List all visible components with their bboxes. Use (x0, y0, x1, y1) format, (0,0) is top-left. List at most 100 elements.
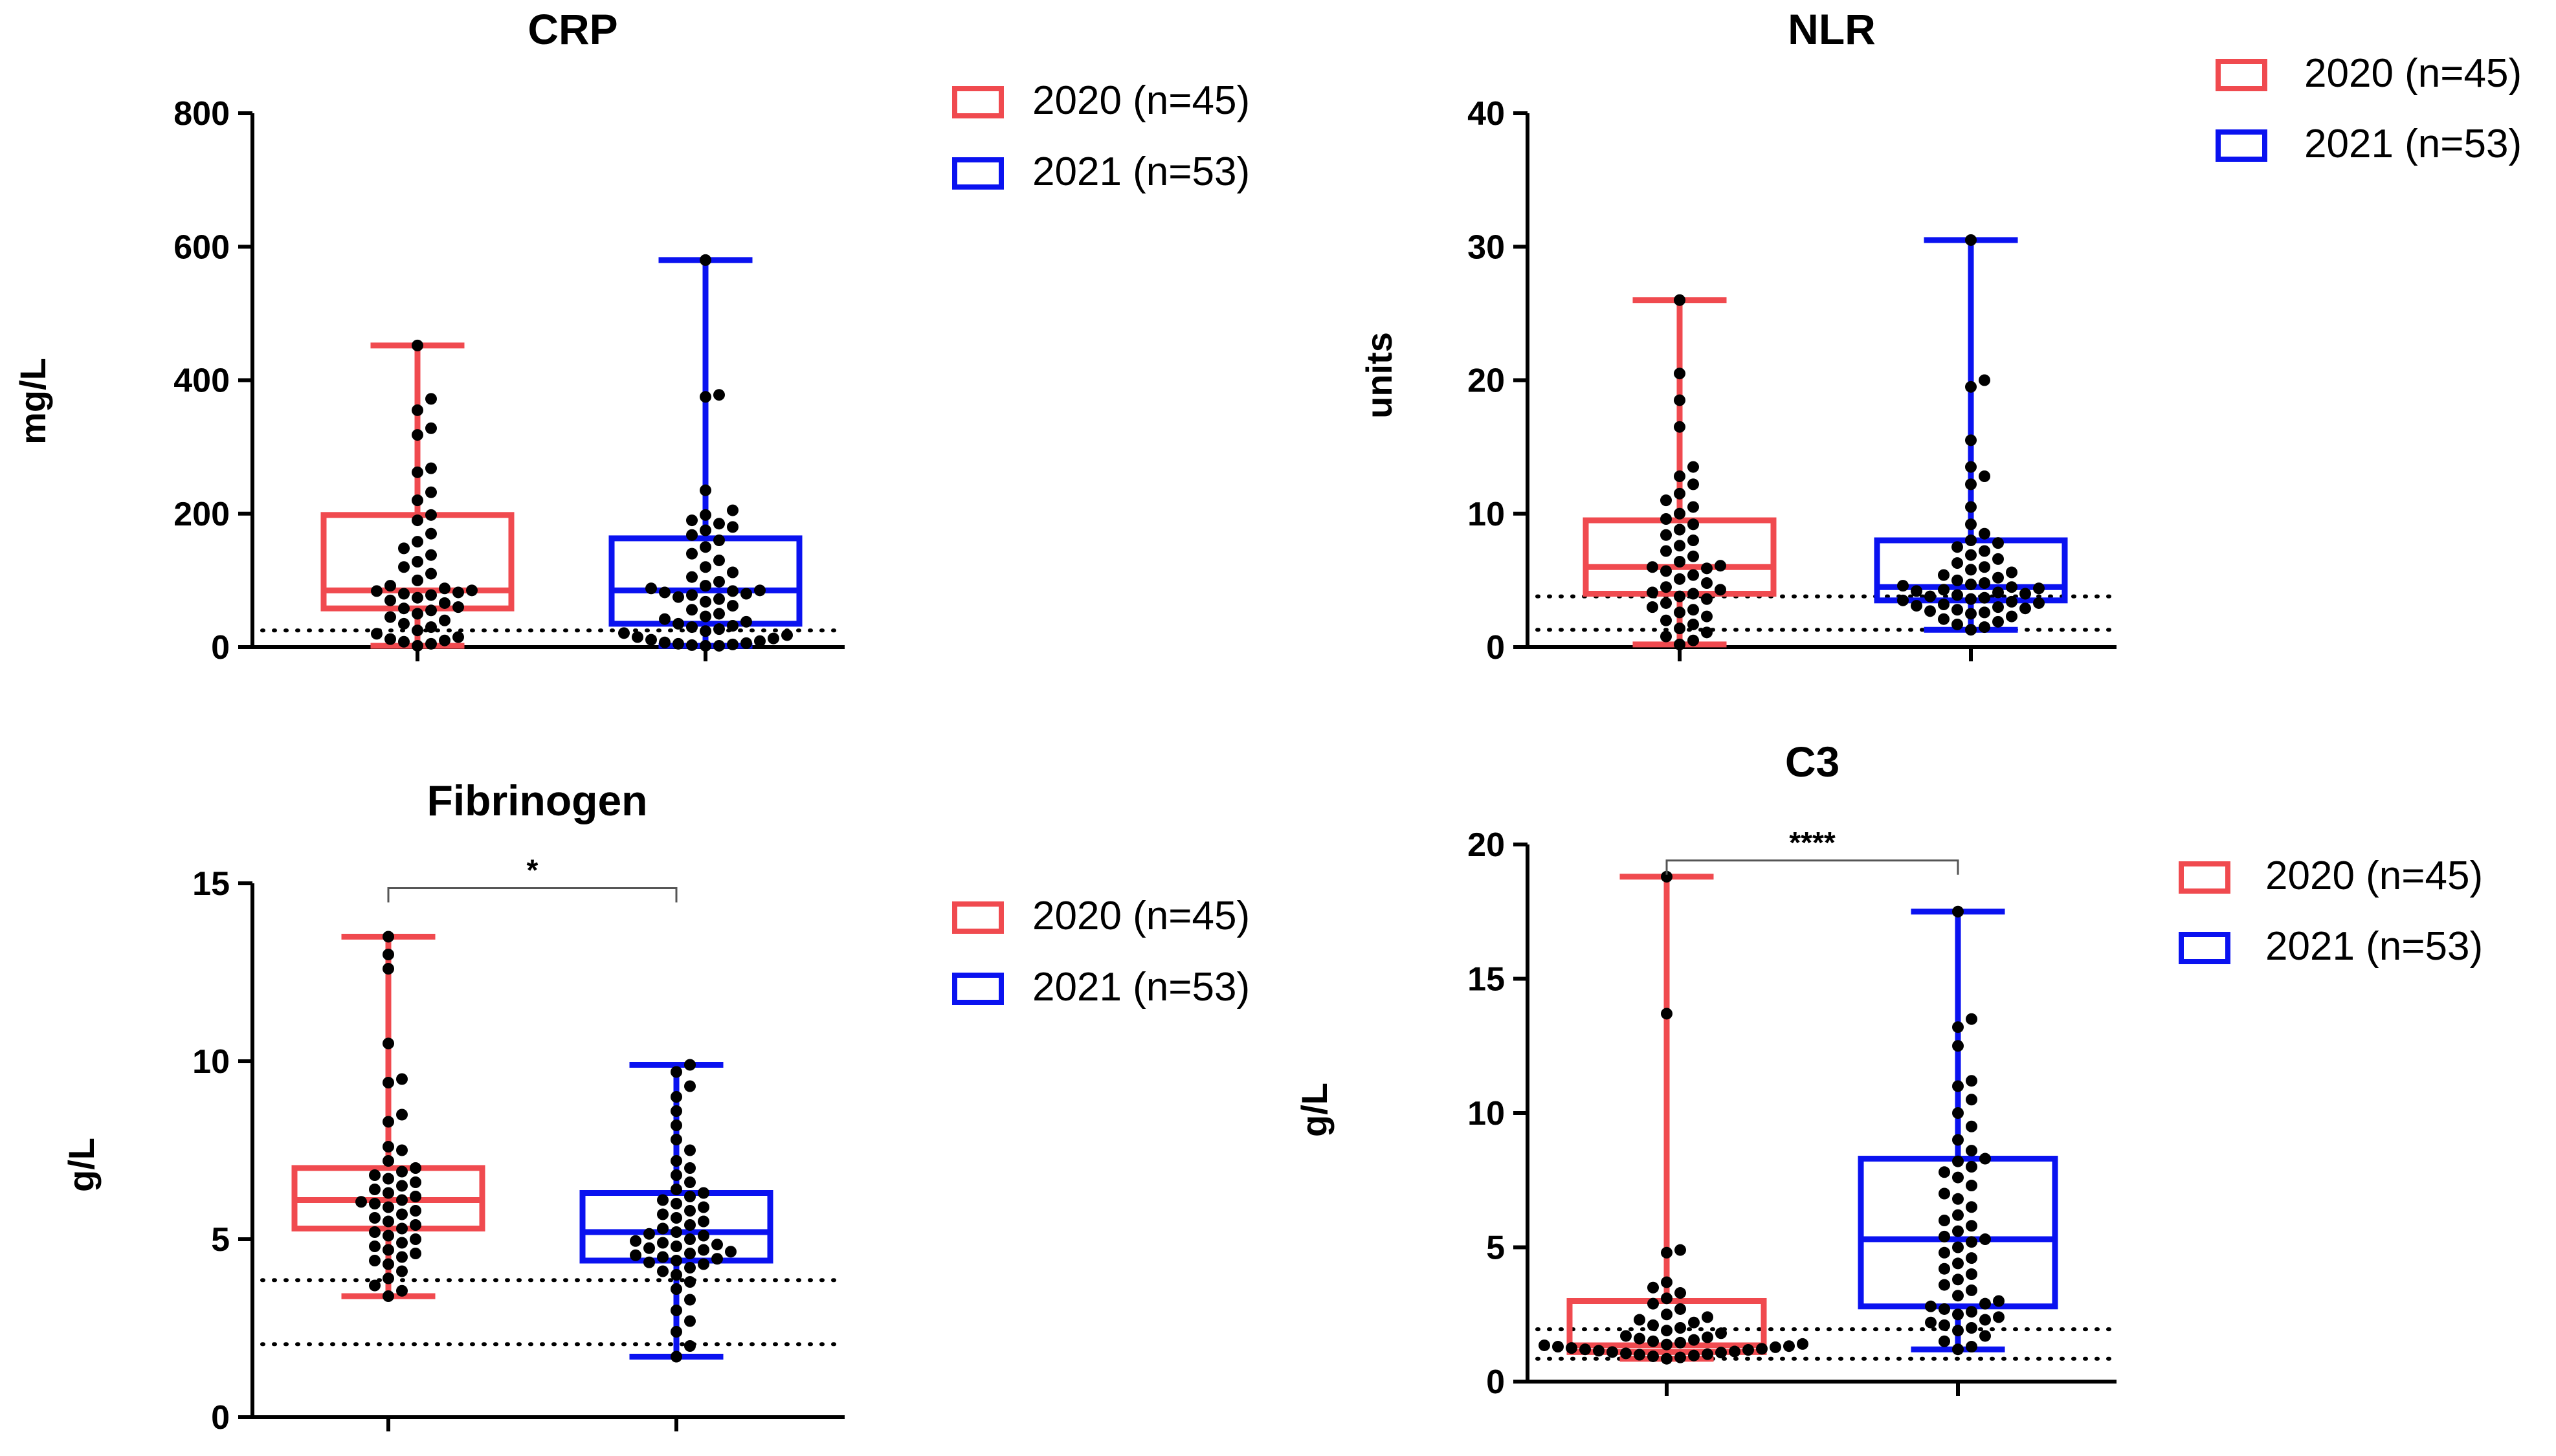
data-point (1783, 1340, 1795, 1352)
legend-label-2020: 2020 (n=45) (1032, 78, 1250, 123)
data-point (1687, 588, 1699, 600)
data-point (1952, 1040, 1964, 1052)
data-point (713, 639, 725, 652)
box-group-2020 (1539, 870, 1808, 1396)
data-point (684, 1162, 696, 1174)
box-group-2021 (579, 1059, 773, 1431)
data-point (369, 1184, 381, 1195)
data-point (1897, 594, 1909, 606)
data-point (1951, 557, 1963, 569)
data-point (369, 1198, 381, 1209)
y-tick-label: 600 (173, 228, 230, 266)
box-group-2020 (1583, 294, 1777, 661)
data-point (396, 1265, 408, 1277)
legend-label-2020: 2020 (n=45) (2304, 51, 2522, 96)
legend-swatch-2021 (2216, 129, 2267, 162)
data-point (452, 631, 464, 643)
data-point (686, 639, 698, 651)
data-point (1952, 1343, 1964, 1356)
data-point (618, 627, 630, 639)
data-point (1674, 470, 1685, 482)
data-point (1687, 461, 1699, 473)
data-point (396, 1194, 408, 1206)
data-point (412, 624, 423, 637)
y-tick-label: 0 (1486, 1363, 1505, 1401)
legend-swatch-2020 (2216, 59, 2267, 91)
data-point (657, 1237, 669, 1249)
data-point (1660, 545, 1672, 557)
data-point (1966, 1322, 1977, 1334)
data-point (1939, 1279, 1950, 1291)
data-point (1979, 621, 1990, 634)
box-group-2020 (291, 931, 485, 1431)
data-point (1952, 1225, 1964, 1237)
data-point (1939, 1246, 1950, 1259)
data-point (1925, 1300, 1937, 1312)
data-point (369, 1241, 381, 1252)
y-tick-label: 200 (173, 496, 230, 533)
data-point (1660, 614, 1672, 626)
data-point (1966, 1145, 1977, 1157)
data-point (1715, 1347, 1727, 1359)
data-point (672, 617, 684, 630)
data-point (1911, 600, 1922, 612)
data-point (632, 631, 643, 643)
data-point (384, 633, 396, 645)
data-point (1965, 461, 1977, 473)
data-point (2033, 582, 2045, 595)
data-point (369, 1169, 381, 1181)
data-point (383, 1037, 394, 1050)
data-point (671, 1134, 682, 1145)
data-point (1979, 374, 1990, 386)
data-point (1687, 518, 1699, 531)
data-point (1674, 1244, 1686, 1256)
data-point (383, 1141, 394, 1153)
data-point (672, 637, 684, 650)
data-point (384, 594, 396, 606)
data-point (396, 1251, 408, 1263)
data-point (1660, 513, 1672, 525)
data-point (1647, 1281, 1659, 1294)
data-point (412, 556, 423, 568)
data-point (369, 1212, 381, 1224)
data-point (671, 1212, 682, 1224)
data-point (698, 1201, 709, 1213)
significance-bracket (387, 887, 678, 903)
significance-label: **** (1789, 826, 1836, 859)
data-point (711, 1253, 723, 1265)
data-point (1952, 1308, 1964, 1321)
legend: 2020 (n=45) 2021 (n=53) (2179, 854, 2483, 969)
data-point (425, 589, 437, 601)
data-point (383, 1272, 394, 1285)
data-point (671, 1269, 682, 1281)
significance-bracket (1665, 859, 1959, 875)
data-point (1992, 571, 2004, 584)
data-point (1966, 1013, 1977, 1025)
data-point (671, 1066, 682, 1078)
data-point (1966, 1284, 1977, 1296)
data-point (671, 1184, 682, 1195)
data-point (740, 588, 752, 600)
data-point (1647, 561, 1658, 573)
data-point (384, 580, 396, 592)
data-point (1966, 1252, 1977, 1264)
data-point (727, 566, 739, 579)
data-point (1966, 1075, 1977, 1087)
data-point (396, 1144, 408, 1156)
data-point (1674, 556, 1685, 568)
data-point (1674, 540, 1685, 552)
data-point (1660, 630, 1672, 643)
panel-c3: C3 g/L 2020 (n=45) 2021 (n=53) 0 5 10 15 20 *… (1294, 738, 2483, 1401)
data-point (2019, 588, 2031, 600)
data-point (671, 1105, 682, 1117)
data-point (727, 585, 739, 597)
panel-title: CRP (528, 5, 617, 53)
data-point (425, 568, 437, 580)
data-point (645, 582, 657, 595)
data-point (1952, 1021, 1964, 1033)
data-point (1674, 507, 1685, 520)
data-point (684, 1276, 696, 1288)
data-point (1951, 541, 1963, 553)
data-point (1965, 608, 1977, 620)
data-point (1966, 1201, 1977, 1213)
